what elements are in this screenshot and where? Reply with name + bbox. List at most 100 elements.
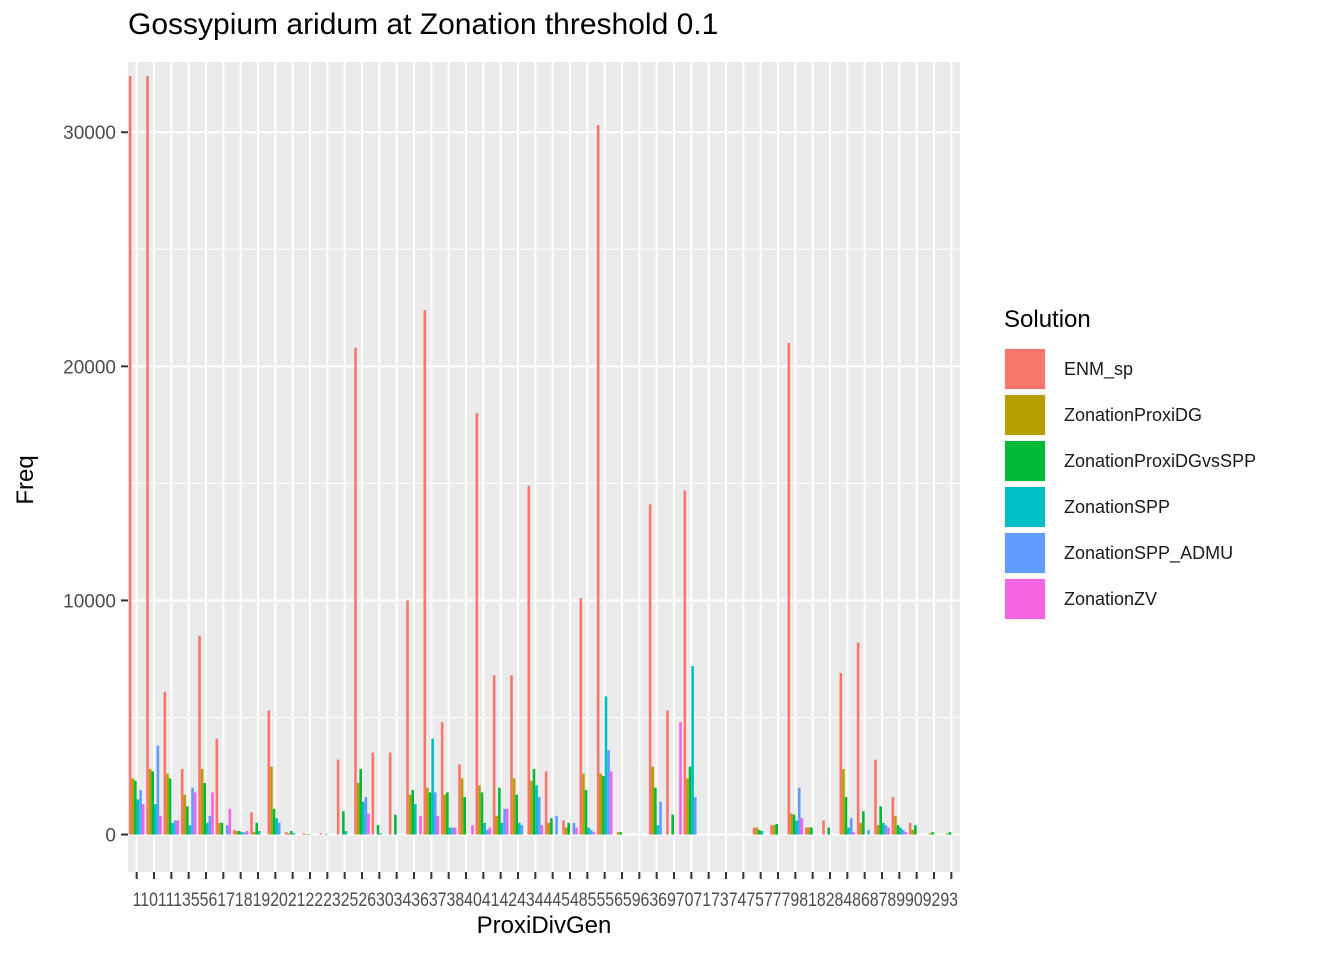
bar	[183, 794, 187, 835]
bar	[433, 792, 437, 835]
bar	[458, 764, 461, 835]
bar	[287, 833, 291, 835]
bar	[530, 780, 533, 835]
bar	[602, 776, 605, 835]
bar	[550, 818, 553, 835]
bar	[492, 675, 496, 835]
bar	[408, 794, 412, 835]
bar	[180, 768, 184, 835]
bar	[758, 829, 761, 835]
bar	[411, 790, 414, 835]
bar	[344, 831, 348, 835]
legend-item: ZonationSPP	[1004, 484, 1256, 530]
bar	[800, 818, 804, 835]
legend-item: ENM_sp	[1004, 346, 1256, 392]
bar	[894, 815, 897, 835]
bar	[884, 825, 888, 835]
bar	[607, 750, 610, 835]
bar	[426, 787, 429, 835]
bar	[483, 822, 486, 835]
bar	[948, 832, 952, 835]
bar	[255, 822, 258, 835]
bar	[193, 792, 197, 835]
bar	[388, 752, 392, 835]
bar	[666, 710, 669, 835]
bar	[446, 792, 449, 835]
bar	[874, 759, 877, 835]
bar	[451, 827, 454, 835]
bar	[272, 808, 276, 835]
bar	[512, 778, 516, 835]
bar	[284, 832, 288, 835]
bar	[804, 827, 808, 835]
bar	[156, 745, 160, 835]
bar	[505, 808, 509, 835]
bar	[228, 808, 232, 835]
bar	[304, 834, 308, 835]
bar	[654, 787, 657, 835]
y-tick-label: 30000	[63, 123, 116, 144]
bar	[238, 831, 241, 835]
bar	[572, 822, 576, 835]
bar	[931, 832, 934, 835]
bar	[250, 812, 253, 835]
bar	[159, 815, 162, 835]
plot-panel	[128, 62, 960, 872]
bar	[839, 673, 843, 835]
bar	[188, 825, 192, 835]
bar	[520, 825, 524, 835]
bar	[163, 691, 167, 835]
bar	[463, 797, 466, 835]
bar	[599, 773, 603, 835]
bar	[899, 827, 902, 835]
bar	[362, 801, 365, 835]
legend-label: ENM_sp	[1064, 358, 1134, 379]
bar	[235, 831, 239, 835]
legend-label: ZonationSPP_ADMU	[1064, 542, 1234, 563]
bar	[656, 825, 660, 835]
bar	[136, 799, 140, 835]
bar	[460, 778, 464, 835]
bar	[592, 832, 596, 835]
y-tick-label: 0	[105, 826, 116, 847]
bar	[822, 820, 825, 835]
bar	[827, 827, 830, 835]
bar	[394, 814, 397, 835]
bar	[679, 722, 682, 835]
bar	[423, 310, 427, 835]
bar	[141, 804, 145, 835]
bar	[882, 822, 885, 835]
bar	[448, 827, 452, 835]
bar	[453, 827, 457, 835]
bar	[659, 801, 662, 835]
bar	[203, 783, 206, 835]
bar	[510, 675, 513, 835]
bar	[168, 778, 172, 835]
bar	[488, 827, 492, 835]
bar	[319, 833, 323, 835]
bar	[797, 787, 801, 835]
bar	[755, 827, 759, 835]
bar	[500, 822, 504, 835]
bar	[856, 642, 860, 835]
bar	[495, 815, 499, 835]
bar	[240, 832, 244, 835]
bar	[914, 825, 917, 835]
bar	[810, 827, 813, 835]
bar	[252, 832, 256, 835]
bar	[515, 794, 518, 835]
bar	[540, 825, 544, 835]
bar	[371, 752, 375, 835]
bar	[198, 635, 201, 835]
bar	[215, 738, 219, 835]
bar	[176, 820, 180, 835]
bar	[849, 818, 853, 835]
bar	[532, 768, 536, 835]
bar	[243, 832, 246, 835]
bar	[146, 76, 149, 835]
bar	[555, 815, 558, 835]
bar	[518, 822, 521, 835]
bar	[191, 787, 194, 835]
